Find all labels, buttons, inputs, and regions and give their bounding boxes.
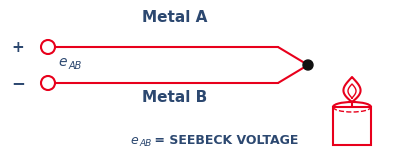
Text: e: e xyxy=(58,55,67,69)
Text: −: − xyxy=(11,74,25,92)
Circle shape xyxy=(303,60,313,70)
Text: AB: AB xyxy=(139,140,151,148)
Text: = SEEBECK VOLTAGE: = SEEBECK VOLTAGE xyxy=(150,133,299,146)
Text: Metal B: Metal B xyxy=(143,89,208,104)
Text: AB: AB xyxy=(69,61,82,71)
Text: e: e xyxy=(130,133,138,146)
Text: Metal A: Metal A xyxy=(142,9,208,24)
Text: +: + xyxy=(12,40,24,55)
